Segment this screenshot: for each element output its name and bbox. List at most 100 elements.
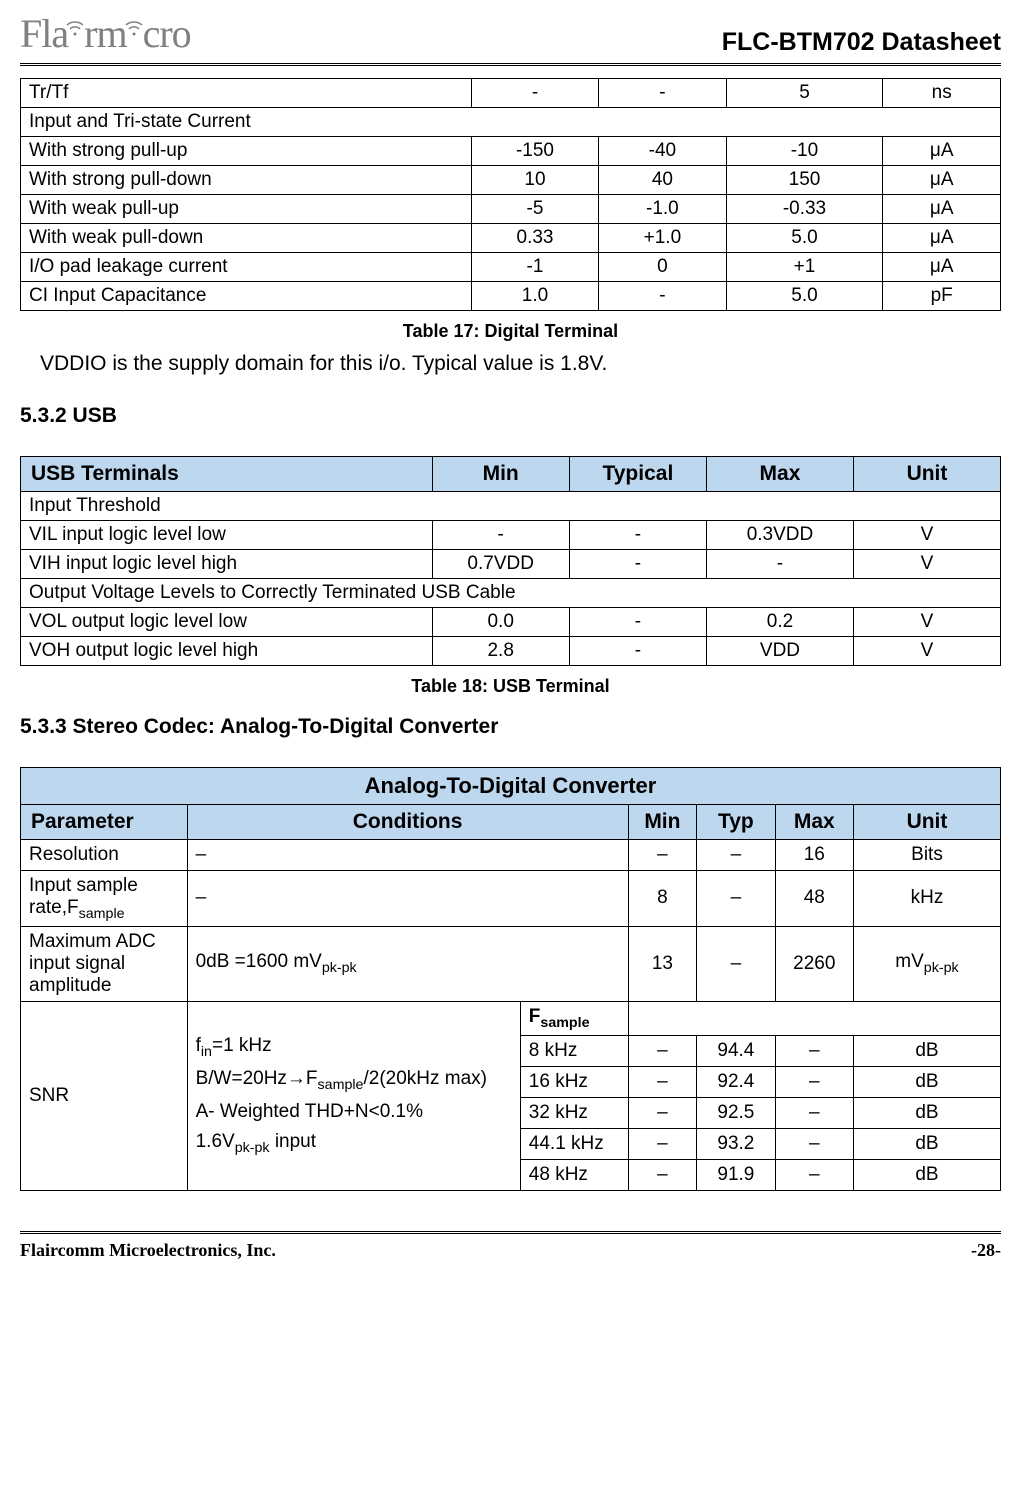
cell-max: -0.33 xyxy=(726,195,883,224)
col-max: Max xyxy=(706,457,853,492)
cell-min: 0.7VDD xyxy=(432,550,569,579)
unit-cell: dB xyxy=(853,1035,1000,1066)
cell-min: - xyxy=(471,79,598,108)
col-unit: Unit xyxy=(853,457,1000,492)
col-min: Min xyxy=(432,457,569,492)
table-row: VIH input logic level high0.7VDD--V xyxy=(21,550,1001,579)
fs-cell: 8 kHz xyxy=(520,1035,628,1066)
cell-label: With strong pull-up xyxy=(21,137,472,166)
cell-typ: - xyxy=(569,521,706,550)
vddio-note: VDDIO is the supply domain for this i/o.… xyxy=(40,352,1001,376)
min-cell: – xyxy=(628,1066,697,1097)
cell-min: 0.33 xyxy=(471,224,598,253)
cell-max: 0.2 xyxy=(706,608,853,637)
logo: Fla rm cro xyxy=(20,10,191,57)
typ-cell: 92.5 xyxy=(697,1097,775,1128)
unit-cell: mVpk-pk xyxy=(853,926,1000,1001)
fs-cell: 48 kHz xyxy=(520,1159,628,1190)
max-cell: 16 xyxy=(775,840,853,871)
cell-max: - xyxy=(706,550,853,579)
footer-company: Flaircomm Microelectronics, Inc. xyxy=(20,1240,276,1261)
section-adc-heading: 5.3.3 Stereo Codec: Analog-To-Digital Co… xyxy=(20,715,1001,739)
cond-cell: 0dB =1600 mVpk-pk xyxy=(187,926,628,1001)
cell-unit: pF xyxy=(883,282,1001,311)
table-row: VIL input logic level low--0.3VDDV xyxy=(21,521,1001,550)
cell-label: VIH input logic level high xyxy=(21,550,433,579)
cell-label: VOL output logic level low xyxy=(21,608,433,637)
cell-max: 0.3VDD xyxy=(706,521,853,550)
table18-caption: Table 18: USB Terminal xyxy=(20,676,1001,697)
table-row: SNR fin=1 kHz B/W=20Hz→Fsample/2(20kHz m… xyxy=(21,1001,1001,1035)
min-cell: – xyxy=(628,840,697,871)
cell-label: With strong pull-down xyxy=(21,166,472,195)
cell-label: VOH output logic level high xyxy=(21,637,433,666)
cell-typ: - xyxy=(569,550,706,579)
digital-terminal-table: Tr/Tf--5nsInput and Tri-state CurrentWit… xyxy=(20,78,1001,311)
cell-typ: 40 xyxy=(599,166,726,195)
cell-label: Tr/Tf xyxy=(21,79,472,108)
cell-label: With weak pull-down xyxy=(21,224,472,253)
adc-table: Analog-To-Digital Converter Parameter Co… xyxy=(20,767,1001,1191)
param-maxamp: Maximum ADC input signal amplitude xyxy=(21,926,188,1001)
table-row: CI Input Capacitance1.0-5.0pF xyxy=(21,282,1001,311)
param-snr: SNR xyxy=(21,1001,188,1190)
col-parameter: Parameter xyxy=(21,805,188,840)
table-row: With strong pull-down1040150μA xyxy=(21,166,1001,195)
table-row: With weak pull-up-5-1.0-0.33μA xyxy=(21,195,1001,224)
max-cell: – xyxy=(775,1159,853,1190)
typ-cell: – xyxy=(697,840,775,871)
logo-text-1: Fla xyxy=(20,10,68,57)
header-divider xyxy=(20,63,1001,66)
cell-label: CI Input Capacitance xyxy=(21,282,472,311)
wifi-icon xyxy=(66,17,84,43)
cell-min: -1 xyxy=(471,253,598,282)
cell-typ: -40 xyxy=(599,137,726,166)
snr-conditions: fin=1 kHz B/W=20Hz→Fsample/2(20kHz max) … xyxy=(187,1001,520,1190)
table-row: With strong pull-up-150-40-10μA xyxy=(21,137,1001,166)
col-typ: Typ xyxy=(697,805,775,840)
cell-unit: μA xyxy=(883,195,1001,224)
footer-page: -28- xyxy=(971,1240,1001,1261)
cell-typ: 0 xyxy=(599,253,726,282)
cell-typ: +1.0 xyxy=(599,224,726,253)
cell-unit: V xyxy=(853,550,1000,579)
min-cell: – xyxy=(628,1159,697,1190)
empty-cell xyxy=(628,1001,1000,1035)
typ-cell: – xyxy=(697,871,775,927)
cell-typ: - xyxy=(569,637,706,666)
table-header-row: USB Terminals Min Typical Max Unit xyxy=(21,457,1001,492)
fs-cell: 44.1 kHz xyxy=(520,1128,628,1159)
cell-unit: V xyxy=(853,521,1000,550)
adc-title: Analog-To-Digital Converter xyxy=(21,768,1001,805)
max-cell: – xyxy=(775,1066,853,1097)
param-resolution: Resolution xyxy=(21,840,188,871)
typ-cell: – xyxy=(697,926,775,1001)
col-conditions: Conditions xyxy=(187,805,628,840)
cell-max: 5.0 xyxy=(726,224,883,253)
col-max: Max xyxy=(775,805,853,840)
cell-unit: ns xyxy=(883,79,1001,108)
cell-max: 5.0 xyxy=(726,282,883,311)
cell-min: - xyxy=(432,521,569,550)
max-cell: 48 xyxy=(775,871,853,927)
max-cell: – xyxy=(775,1035,853,1066)
cell-max: +1 xyxy=(726,253,883,282)
table-row: Maximum ADC input signal amplitude 0dB =… xyxy=(21,926,1001,1001)
adc-header-row: Parameter Conditions Min Typ Max Unit xyxy=(21,805,1001,840)
span-cell: Input and Tri-state Current xyxy=(21,108,1001,137)
cell-label: I/O pad leakage current xyxy=(21,253,472,282)
unit-cell: dB xyxy=(853,1159,1000,1190)
typ-cell: 93.2 xyxy=(697,1128,775,1159)
cell-max: -10 xyxy=(726,137,883,166)
fs-cell: 32 kHz xyxy=(520,1097,628,1128)
col-typical: Typical xyxy=(569,457,706,492)
cell-typ: - xyxy=(569,608,706,637)
min-cell: – xyxy=(628,1097,697,1128)
cell-unit: V xyxy=(853,608,1000,637)
table-row: Input and Tri-state Current xyxy=(21,108,1001,137)
adc-title-row: Analog-To-Digital Converter xyxy=(21,768,1001,805)
cell-min: -150 xyxy=(471,137,598,166)
cell-max: 5 xyxy=(726,79,883,108)
span-cell: Output Voltage Levels to Correctly Termi… xyxy=(21,579,1001,608)
max-cell: 2260 xyxy=(775,926,853,1001)
